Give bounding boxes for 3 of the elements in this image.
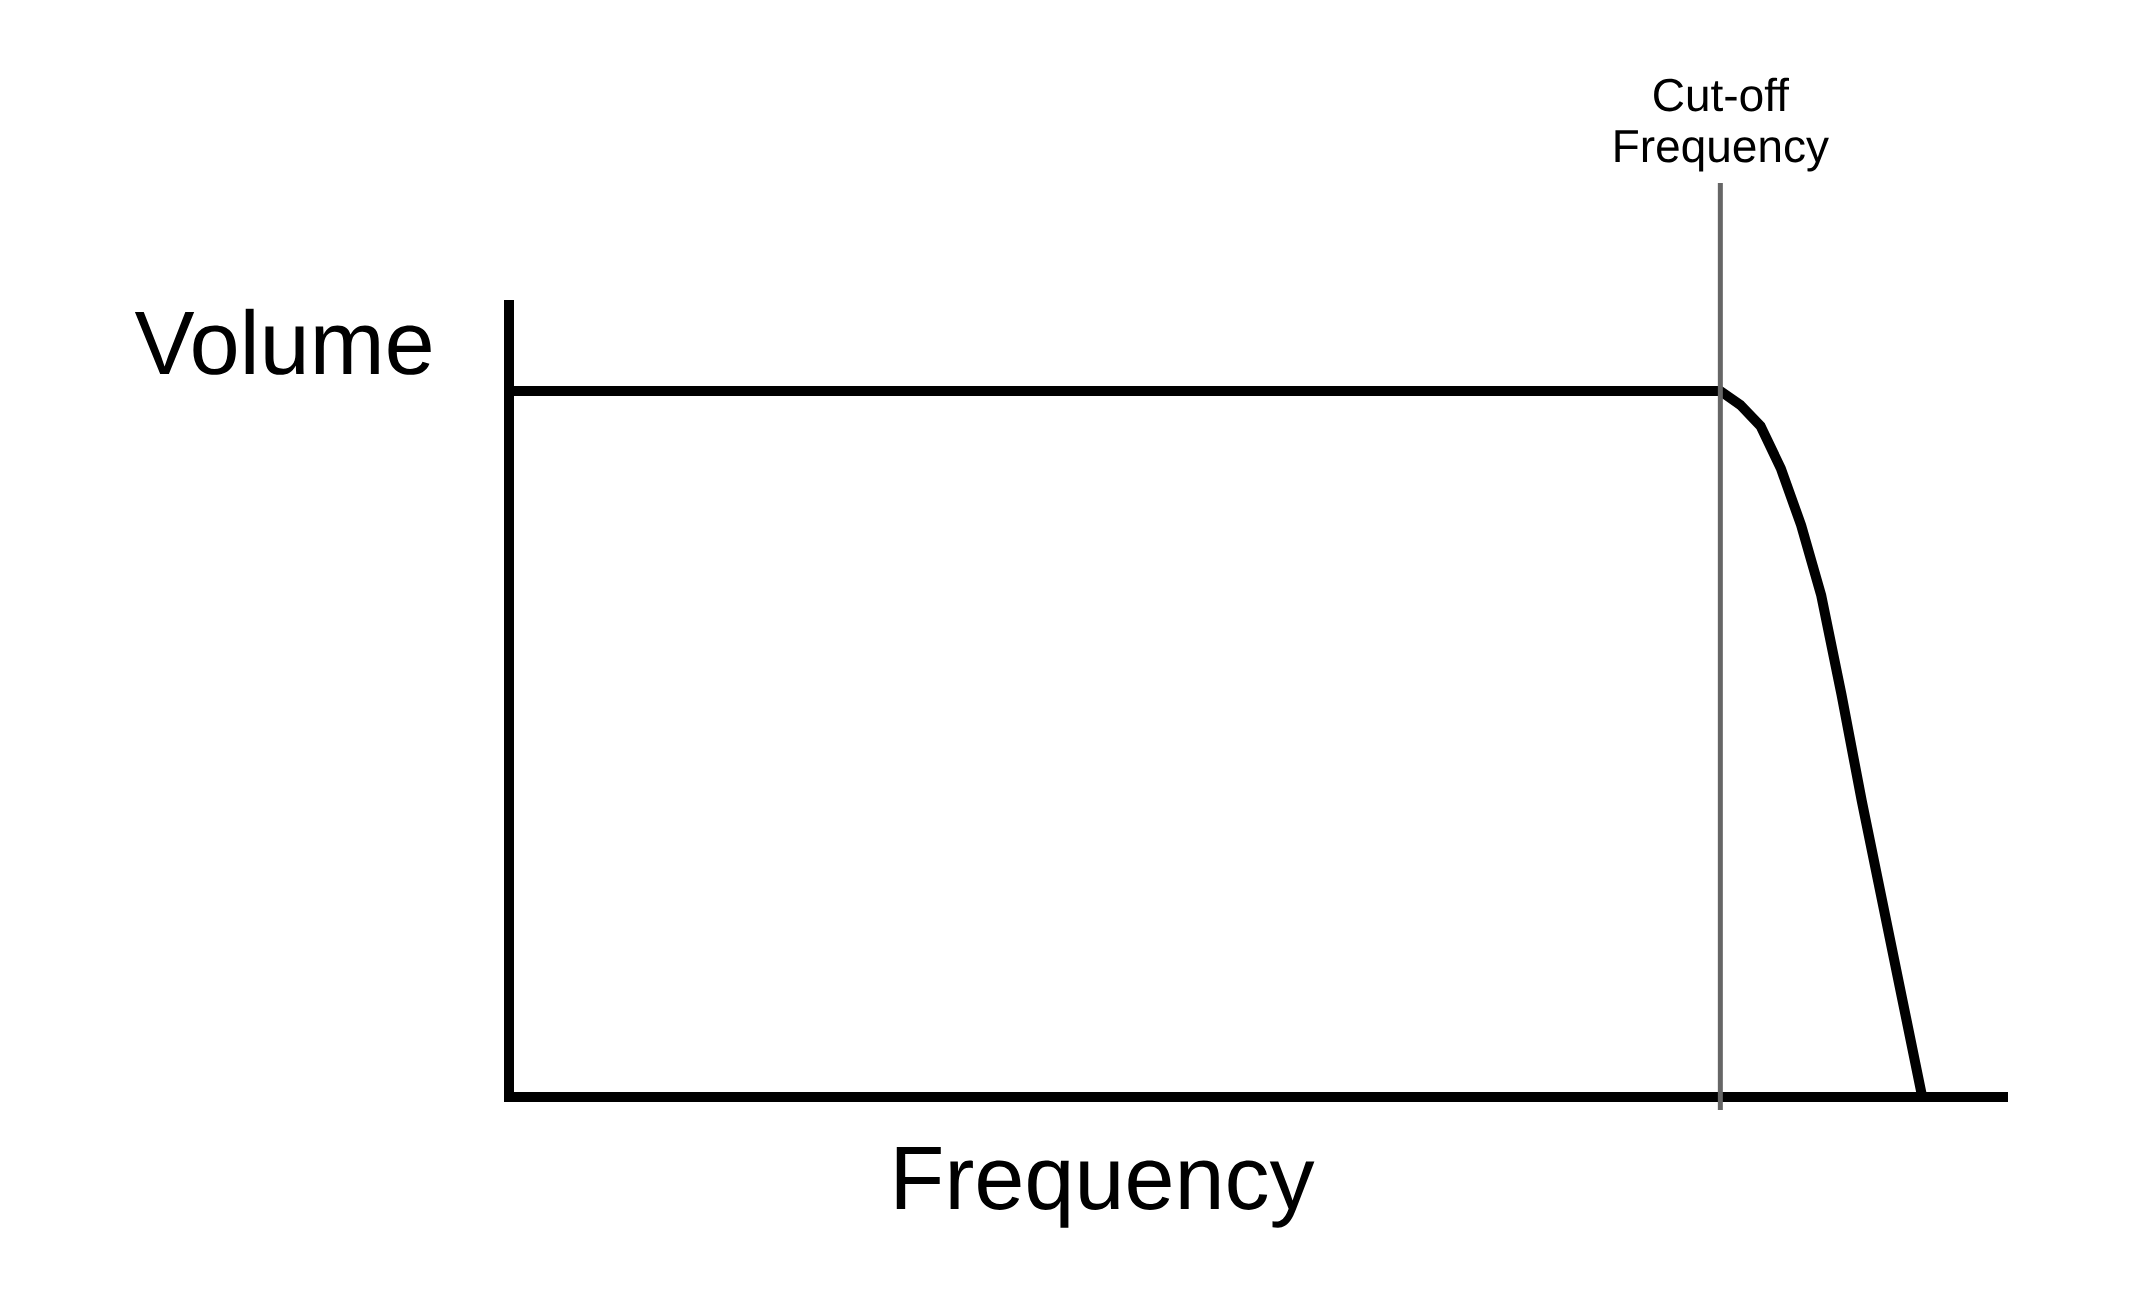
x-axis-title: Frequency <box>896 1147 1315 1228</box>
text: Cut-off Frequency <box>1615 77 1829 172</box>
y-axis-title: Volume <box>134 308 431 375</box>
